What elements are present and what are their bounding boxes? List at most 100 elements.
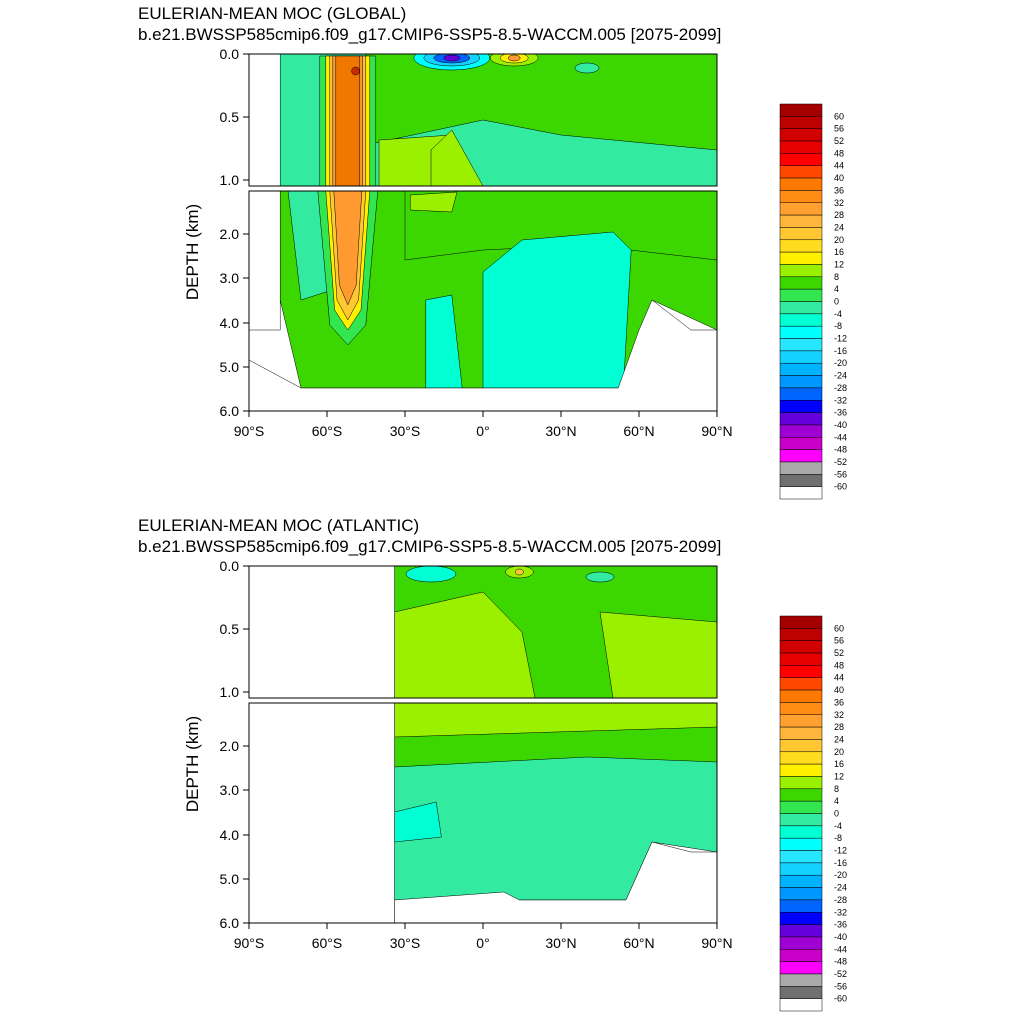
colorbar-label: 20 <box>834 235 844 245</box>
colorbar-label: 48 <box>834 660 844 670</box>
colorbar-swatch <box>779 202 823 216</box>
upper-field <box>249 566 717 698</box>
land-mask <box>249 566 395 698</box>
colorbar-label: -12 <box>834 334 847 344</box>
colorbar-label: -4 <box>834 821 842 831</box>
colorbar-swatch <box>779 949 823 962</box>
upper-field <box>249 54 717 186</box>
colorbar-swatch <box>779 850 823 864</box>
x-tick-label: 0° <box>476 423 489 439</box>
y-tick-label: 0.0 <box>220 46 240 62</box>
colorbar-label: 8 <box>834 272 839 282</box>
colorbar-label: -40 <box>834 932 847 942</box>
colorbar-label: -60 <box>834 994 847 1004</box>
colorbar-label: 12 <box>834 259 844 269</box>
colorbar-label: -44 <box>834 432 847 442</box>
colorbar-swatch <box>779 474 823 487</box>
colorbar-label: -32 <box>834 395 847 405</box>
colorbar-swatch <box>779 739 823 753</box>
colorbar-label: -36 <box>834 408 847 418</box>
colorbar-label: -48 <box>834 957 847 967</box>
colorbar-swatch <box>779 251 823 265</box>
colorbar-label: 36 <box>834 697 844 707</box>
global-moc-panel: EULERIAN-MEAN MOC (GLOBAL) b.e21.BWSSP58… <box>138 4 847 500</box>
colorbar-label: 32 <box>834 198 844 208</box>
colorbar-label: 8 <box>834 784 839 794</box>
upper-frame <box>248 565 718 699</box>
colorbar-swatch <box>779 936 823 950</box>
colorbar-label: -44 <box>834 944 847 954</box>
colorbar-swatch <box>779 837 823 851</box>
contour-band <box>430 129 484 186</box>
colorbar-label: -12 <box>834 846 847 856</box>
colorbar-swatch <box>779 325 823 339</box>
contour-band <box>405 566 457 583</box>
colorbar-label: 4 <box>834 284 839 294</box>
y-tick-label: 1.0 <box>220 172 240 188</box>
colorbar-label: 32 <box>834 710 844 720</box>
contour-band <box>482 231 632 389</box>
colorbar-label: -16 <box>834 858 847 868</box>
colorbar-swatch <box>779 116 823 129</box>
colorbar-label: 40 <box>834 685 844 695</box>
contour-band <box>574 62 600 74</box>
x-tick-label: 60°S <box>312 423 343 439</box>
colorbar-swatch <box>779 400 823 413</box>
colorbar-label: 52 <box>834 136 844 146</box>
chart-subtitle: b.e21.BWSSP585cmip6.f09_g17.CMIP6-SSP5-8… <box>138 25 722 44</box>
contour-band <box>599 611 717 698</box>
colorbar-label: -52 <box>834 457 847 467</box>
colorbar-label: 52 <box>834 648 844 658</box>
y-tick-label: 2.0 <box>220 226 240 242</box>
x-tick-label: 60°N <box>623 423 654 439</box>
colorbar-label: -56 <box>834 981 847 991</box>
colorbar-label: -8 <box>834 833 842 843</box>
y-tick-label: 0.5 <box>220 621 240 637</box>
colorbar-swatch <box>779 961 823 975</box>
colorbar-label: 20 <box>834 747 844 757</box>
colorbar-swatch <box>779 190 823 203</box>
colorbar-label: -20 <box>834 358 847 368</box>
colorbar-swatch <box>779 424 823 438</box>
colorbar-swatch <box>779 813 823 827</box>
colorbar-swatch <box>779 751 823 765</box>
y-tick-label: 4.0 <box>220 315 240 331</box>
colorbar-label: -8 <box>834 321 842 331</box>
upper-frame <box>248 53 718 187</box>
y-tick-label: 6.0 <box>220 915 240 931</box>
contour-band <box>335 55 361 186</box>
colorbar-swatch <box>779 313 823 327</box>
colorbar-swatch <box>779 862 823 876</box>
colorbar-swatch <box>779 461 823 475</box>
colorbar-label: 60 <box>834 623 844 633</box>
colorbar-swatch <box>779 153 823 166</box>
colorbar-swatch <box>779 140 823 154</box>
colorbar-swatch <box>779 677 823 691</box>
colorbar-label: 0 <box>834 809 839 819</box>
x-tick-label: 60°S <box>312 935 343 951</box>
colorbar-swatch <box>779 640 823 654</box>
y-tick-label: 5.0 <box>220 359 240 375</box>
colorbar-swatch <box>779 924 823 938</box>
colorbar-label: -36 <box>834 920 847 930</box>
contour-band <box>409 191 458 213</box>
colorbar-swatch <box>779 912 823 925</box>
contour-band <box>515 568 524 576</box>
colorbar-swatch <box>779 412 823 426</box>
colorbar-swatch <box>779 899 823 913</box>
x-tick-label: 30°N <box>545 423 576 439</box>
x-tick-label: 90°N <box>701 935 732 951</box>
colorbar-label: 56 <box>834 124 844 134</box>
seafloor-mask <box>249 299 717 411</box>
colorbar-label: 44 <box>834 161 844 171</box>
contour-band <box>333 191 363 306</box>
colorbar-swatch <box>779 776 823 790</box>
colorbar-label: 28 <box>834 722 844 732</box>
x-tick-label: 90°N <box>701 423 732 439</box>
colorbar-swatch <box>779 726 823 740</box>
colorbar-label: -48 <box>834 445 847 455</box>
colorbar-swatch <box>779 276 823 290</box>
colorbar-swatch <box>779 652 823 666</box>
colorbar-swatch <box>779 288 823 302</box>
colorbar-swatch <box>779 239 823 253</box>
